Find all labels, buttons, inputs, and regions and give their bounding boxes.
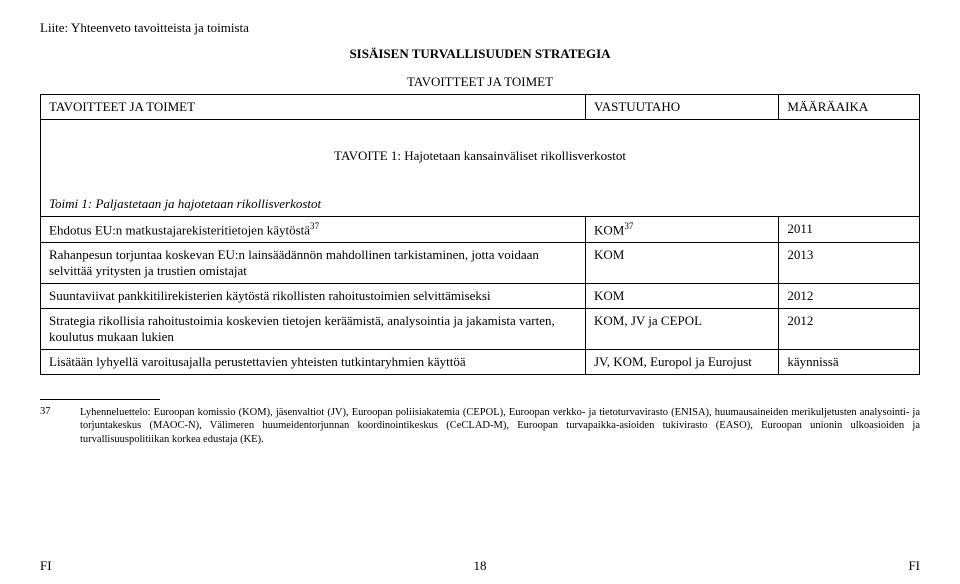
cell-action-text: Ehdotus EU:n matkustajarekisteritietojen… bbox=[49, 222, 310, 237]
table-row: Suuntaviivat pankkitilirekisterien käytö… bbox=[41, 284, 920, 309]
cell-action: Lisätään lyhyellä varoitusajalla peruste… bbox=[41, 350, 586, 375]
cell-responsible: KOM bbox=[585, 243, 778, 284]
table-header-row: TAVOITTEET JA TOIMET VASTUUTAHO MÄÄRÄAIK… bbox=[41, 95, 920, 120]
tavoite-row: TAVOITE 1: Hajotetaan kansainväliset rik… bbox=[41, 144, 920, 168]
footer-left: FI bbox=[40, 558, 52, 574]
footnote: 37 Lyhenneluettelo: Euroopan komissio (K… bbox=[40, 406, 920, 445]
footnote-ref: 37 bbox=[310, 221, 319, 231]
cell-action: Strategia rikollisia rahoitustoimia kosk… bbox=[41, 309, 586, 350]
footnote-rule bbox=[40, 399, 160, 400]
footer-right: FI bbox=[908, 558, 920, 574]
col-header-responsible: VASTUUTAHO bbox=[585, 95, 778, 120]
cell-action: Suuntaviivat pankkitilirekisterien käytö… bbox=[41, 284, 586, 309]
tavoite-text: TAVOITE 1: Hajotetaan kansainväliset rik… bbox=[41, 144, 920, 168]
table-row: Rahanpesun torjuntaa koskevan EU:n lains… bbox=[41, 243, 920, 284]
toimi-text: Toimi 1: Paljastetaan ja hajotetaan riko… bbox=[41, 192, 920, 217]
cell-deadline: 2012 bbox=[779, 309, 920, 350]
footnote-number: 37 bbox=[40, 406, 80, 445]
attachment-line: Liite: Yhteenveto tavoitteista ja toimis… bbox=[40, 20, 920, 36]
spacer-row bbox=[41, 120, 920, 145]
cell-responsible: KOM37 bbox=[585, 217, 778, 243]
cell-action: Ehdotus EU:n matkustajarekisteritietojen… bbox=[41, 217, 586, 243]
cell-responsible: KOM, JV ja CEPOL bbox=[585, 309, 778, 350]
cell-deadline: käynnissä bbox=[779, 350, 920, 375]
col-header-deadline: MÄÄRÄAIKA bbox=[779, 95, 920, 120]
cell-responsible: KOM bbox=[585, 284, 778, 309]
table-row: Lisätään lyhyellä varoitusajalla peruste… bbox=[41, 350, 920, 375]
cell-action: Rahanpesun torjuntaa koskevan EU:n lains… bbox=[41, 243, 586, 284]
goals-table: TAVOITTEET JA TOIMET VASTUUTAHO MÄÄRÄAIK… bbox=[40, 94, 920, 375]
page-footer: FI 18 FI bbox=[40, 558, 920, 574]
cell-deadline: 2011 bbox=[779, 217, 920, 243]
table-row: Ehdotus EU:n matkustajarekisteritietojen… bbox=[41, 217, 920, 243]
table-row: Strategia rikollisia rahoitustoimia kosk… bbox=[41, 309, 920, 350]
cell-deadline: 2013 bbox=[779, 243, 920, 284]
footnote-text: Lyhenneluettelo: Euroopan komissio (KOM)… bbox=[80, 406, 920, 445]
spacer-row bbox=[41, 168, 920, 192]
cell-deadline: 2012 bbox=[779, 284, 920, 309]
col-header-goals: TAVOITTEET JA TOIMET bbox=[41, 95, 586, 120]
sub-title: TAVOITTEET JA TOIMET bbox=[40, 74, 920, 90]
main-title: SISÄISEN TURVALLISUUDEN STRATEGIA bbox=[40, 46, 920, 62]
footer-page-number: 18 bbox=[474, 558, 487, 574]
cell-responsible: JV, KOM, Europol ja Eurojust bbox=[585, 350, 778, 375]
toimi-row: Toimi 1: Paljastetaan ja hajotetaan riko… bbox=[41, 192, 920, 217]
